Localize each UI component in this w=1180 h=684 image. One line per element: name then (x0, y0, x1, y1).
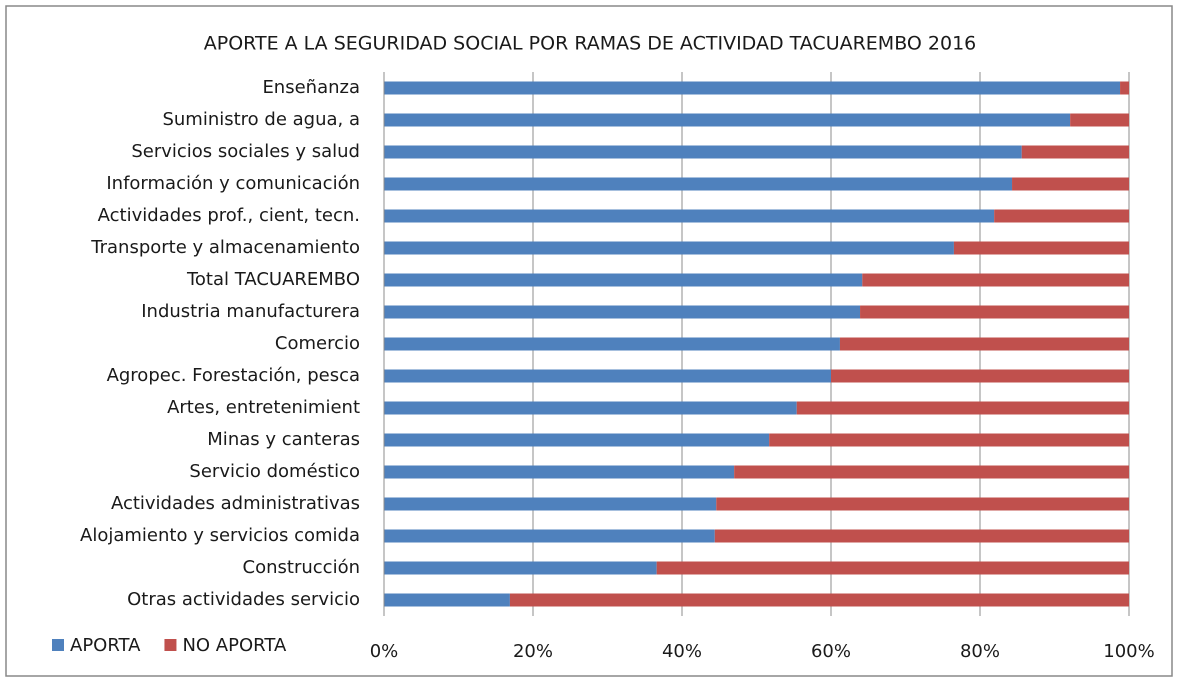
bar-segment (384, 369, 831, 383)
bar-segment (716, 497, 1129, 511)
bar-segment (384, 241, 954, 255)
bar-segment (384, 401, 797, 415)
bar-segment (384, 273, 863, 287)
y-tick-label: Servicio doméstico (189, 461, 360, 482)
bar-segment (839, 337, 1129, 351)
x-tick-label: 100% (1103, 641, 1154, 662)
y-tick-label: Comercio (275, 333, 360, 354)
bar-segment (384, 113, 1071, 127)
y-tick-label: Servicios sociales y salud (131, 141, 360, 162)
legend-label: NO APORTA (182, 635, 286, 656)
bar-segment (384, 177, 1013, 191)
y-tick-label: Industria manufacturera (141, 301, 360, 322)
x-tick-label: 40% (662, 641, 702, 662)
bar-segment (384, 497, 717, 511)
y-tick-label: Artes, entretenimient (167, 397, 360, 418)
x-tick-label: 60% (811, 641, 851, 662)
bar-segment (384, 145, 1022, 159)
legend-label: APORTA (70, 635, 141, 656)
legend-swatch (52, 639, 64, 651)
x-tick-label: 80% (960, 641, 1000, 662)
y-tick-label: Total TACUAREMBO (186, 269, 360, 290)
legend-swatch (164, 639, 177, 651)
y-tick-label: Alojamiento y servicios comida (80, 525, 360, 546)
bar-segment (953, 241, 1129, 255)
y-tick-label: Transporte y almacenamiento (90, 237, 360, 258)
chart-title: APORTE A LA SEGURIDAD SOCIAL POR RAMAS D… (204, 33, 977, 55)
bar-segment (1021, 145, 1129, 159)
y-tick-label: Información y comunicación (106, 173, 360, 194)
bar-segment (384, 433, 770, 447)
bar-segment (384, 561, 657, 575)
bar-segment (714, 529, 1129, 543)
bar-segment (860, 305, 1129, 319)
y-tick-label: Agropec. Forestación, pesca (107, 365, 360, 386)
bar-segment (656, 561, 1129, 575)
bar-segment (734, 465, 1129, 479)
bar-segment (384, 209, 995, 223)
bar-segment (796, 401, 1129, 415)
x-tick-label: 20% (513, 641, 553, 662)
bar-segment (994, 209, 1129, 223)
bar-segment (384, 593, 510, 607)
y-tick-label: Suministro de agua, a (162, 109, 360, 130)
bar-segment (1012, 177, 1129, 191)
y-tick-label: Enseñanza (262, 77, 360, 98)
bar-segment (384, 529, 715, 543)
bar-segment (509, 593, 1129, 607)
bar-segment (1070, 113, 1129, 127)
y-tick-label: Construcción (243, 557, 360, 578)
bar-segment (384, 337, 840, 351)
bar-segment (384, 81, 1121, 95)
bar-segment (831, 369, 1129, 383)
bar-segment (769, 433, 1129, 447)
bar-segment (1120, 81, 1129, 95)
x-tick-label: 0% (370, 641, 399, 662)
bar-segment (384, 305, 861, 319)
bar-segment (862, 273, 1129, 287)
y-tick-label: Minas y canteras (207, 429, 360, 450)
bar-segment (384, 465, 735, 479)
y-tick-label: Otras actividades servicio (127, 589, 360, 610)
y-tick-label: Actividades administrativas (111, 493, 360, 514)
y-tick-label: Actividades prof., cient, tecn. (98, 205, 360, 226)
